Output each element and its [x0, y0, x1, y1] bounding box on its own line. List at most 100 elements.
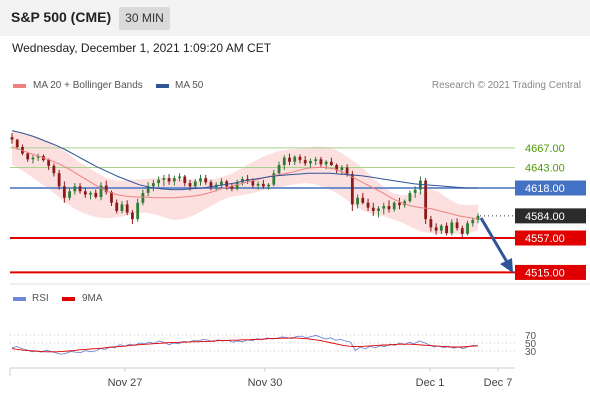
candle-body — [460, 228, 464, 234]
candle-body — [193, 181, 197, 187]
candle-body — [356, 197, 359, 205]
candle-body — [94, 192, 98, 198]
candles — [10, 133, 480, 238]
candle-body — [178, 176, 181, 179]
candle-body — [57, 173, 61, 187]
level-label-bg — [515, 208, 586, 224]
candle-body — [104, 185, 108, 193]
time-axis-label: Dec 1 — [416, 377, 445, 389]
candle-body — [476, 215, 480, 220]
candle-body — [439, 225, 443, 231]
candle-body — [110, 192, 113, 203]
price-grid — [9, 283, 590, 376]
candle-body — [230, 186, 234, 189]
candle-body — [125, 204, 129, 213]
candle-body — [424, 180, 428, 220]
ma20-legend-swatch — [13, 84, 26, 88]
arrow-shaft — [479, 217, 509, 263]
candle-body — [172, 178, 176, 182]
header-bar: S&P 500 (CME) 30 MIN — [0, 0, 590, 36]
candle-body — [151, 183, 155, 187]
candle-body — [277, 165, 281, 174]
rsi-line — [11, 334, 479, 355]
candle-body — [403, 201, 407, 206]
candle-body — [434, 227, 438, 231]
candle-body — [256, 183, 260, 186]
candle-body — [293, 156, 297, 162]
candle-body — [73, 186, 77, 192]
candle-body — [136, 202, 140, 220]
candle-body — [31, 157, 35, 160]
candle-body — [62, 186, 66, 198]
candle-body — [261, 183, 265, 187]
candle-body — [450, 222, 454, 234]
level-label-bg — [515, 230, 586, 246]
candle-body — [146, 186, 150, 193]
candle-body — [345, 167, 349, 175]
candle-body — [324, 161, 328, 165]
candle-body — [240, 178, 244, 183]
level-label: 4557.00 — [525, 233, 565, 245]
instrument-title: S&P 500 (CME) — [11, 9, 112, 25]
rsi-axis-label: 50 — [525, 339, 537, 350]
candle-body — [157, 179, 161, 184]
candle-body — [251, 180, 255, 186]
candle-body — [26, 153, 30, 160]
candle-body — [371, 207, 375, 211]
time-axis: Nov 27 Nov 30 Dec 1 Dec 7 — [108, 368, 512, 389]
candle-body — [298, 156, 302, 161]
candle-body — [47, 160, 51, 166]
forecast-arrow — [479, 217, 513, 273]
ma50-legend-label: MA 50 — [175, 80, 204, 91]
rsi-ma9-line — [11, 337, 479, 353]
level-label: 4643.00 — [525, 163, 565, 175]
candle-body — [235, 182, 239, 189]
candle-body — [419, 180, 422, 190]
candle-body — [183, 176, 187, 184]
candle-body — [398, 202, 401, 206]
time-axis-label: Nov 30 — [248, 377, 283, 389]
copyright-text: Research © 2021 Trading Central — [431, 80, 581, 91]
ma50-line — [11, 130, 478, 191]
rsi-legend-label: RSI — [32, 293, 49, 304]
candle-body — [272, 173, 276, 185]
ma9-legend-label: 9MA — [82, 293, 103, 304]
candle-body — [10, 137, 14, 140]
candle-body — [83, 191, 87, 195]
level-label-bg — [515, 264, 586, 280]
candle-body — [382, 206, 386, 209]
candle-body — [167, 178, 171, 182]
candle-body — [115, 202, 119, 211]
key-levels — [10, 147, 515, 274]
candle-body — [209, 182, 213, 188]
candle-body — [340, 167, 344, 170]
ma-lines — [11, 130, 479, 220]
candle-body — [199, 178, 202, 182]
level-label: 4584.00 — [525, 211, 565, 223]
candle-body — [15, 139, 19, 148]
candle-body — [99, 185, 103, 198]
level-label: 4515.00 — [525, 267, 565, 279]
candle-body — [361, 197, 365, 203]
candle-body — [319, 159, 323, 165]
candle-body — [309, 160, 312, 164]
candle-body — [335, 165, 339, 170]
rsi-axis-label: 70 — [525, 331, 537, 342]
rsi-legend-swatch — [13, 297, 26, 301]
candle-body — [377, 208, 380, 211]
level-labels: 4667.00 4643.00 4618.00 4584.00 4557.00 4515.… — [515, 143, 586, 280]
candle-body — [204, 178, 208, 183]
candle-body — [314, 159, 318, 161]
level-label: 4667.00 — [525, 143, 565, 155]
candle-body — [387, 206, 391, 210]
timeframe-button[interactable]: 30 MIN — [119, 7, 170, 30]
chart-datetime: Wednesday, December 1, 2021 1:09:20 AM C… — [12, 41, 272, 55]
candle-body — [429, 219, 433, 228]
candle-body — [466, 223, 469, 234]
candle-body — [120, 204, 124, 211]
arrow-head — [500, 258, 513, 273]
candle-body — [141, 192, 145, 203]
candle-body — [68, 191, 71, 198]
